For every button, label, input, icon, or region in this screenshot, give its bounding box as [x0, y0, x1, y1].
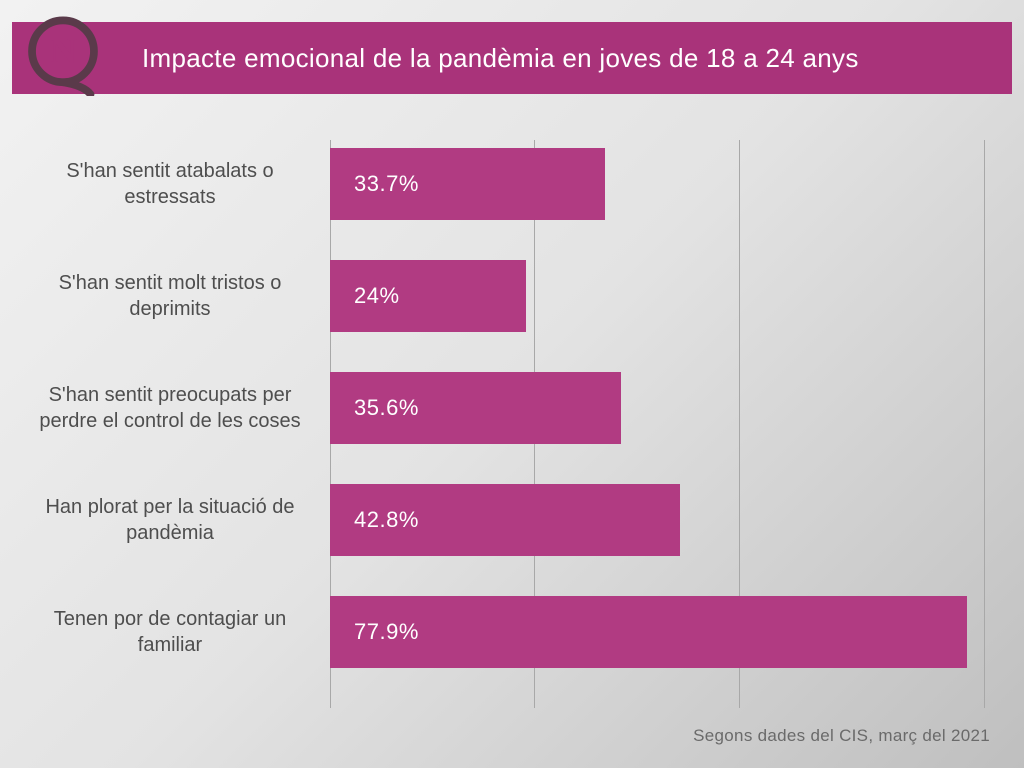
chart-bar-value: 24%	[354, 283, 400, 309]
chart-bar-track: 24%	[330, 252, 984, 340]
chart-gridline	[984, 140, 985, 708]
chart-row-label: S'han sentit preocupats per perdre el co…	[20, 382, 320, 434]
chart-bar: 33.7%	[330, 148, 605, 220]
page-title: Impacte emocional de la pandèmia en jove…	[142, 43, 859, 74]
chart-bar: 35.6%	[330, 372, 621, 444]
chart-row-label: S'han sentit atabalats o estressats	[20, 158, 320, 210]
chart-bar-value: 42.8%	[354, 507, 419, 533]
chart-bar: 42.8%	[330, 484, 680, 556]
chart-row-label: Tenen por de contagiar un familiar	[20, 606, 320, 658]
chart-bar-track: 42.8%	[330, 476, 984, 564]
header-bar: N Impacte emocional de la pandèmia en jo…	[12, 22, 1012, 94]
chart-row-label: S'han sentit molt tristos o deprimits	[20, 270, 320, 322]
chart-row: Han plorat per la situació de pandèmia 42…	[0, 476, 984, 564]
chart-bar-value: 33.7%	[354, 171, 419, 197]
chart-row: S'han sentit molt tristos o deprimits 24%	[0, 252, 984, 340]
chart-bar: 24%	[330, 260, 526, 332]
chart-bar-track: 35.6%	[330, 364, 984, 452]
chart: S'han sentit atabalats o estressats 33.7%…	[0, 140, 1024, 708]
chart-row: Tenen por de contagiar un familiar 77.9%	[0, 588, 984, 676]
chart-bar-value: 77.9%	[354, 619, 419, 645]
chart-bar-track: 77.9%	[330, 588, 984, 676]
chart-row: S'han sentit preocupats per perdre el co…	[0, 364, 984, 452]
chart-bar-value: 35.6%	[354, 395, 419, 421]
nl-logo-icon: N	[20, 10, 106, 96]
svg-text:N: N	[49, 30, 76, 72]
chart-row: S'han sentit atabalats o estressats 33.7%	[0, 140, 984, 228]
chart-row-label: Han plorat per la situació de pandèmia	[20, 494, 320, 546]
chart-bar-track: 33.7%	[330, 140, 984, 228]
source-note: Segons dades del CIS, març del 2021	[693, 726, 990, 746]
chart-bar: 77.9%	[330, 596, 967, 668]
